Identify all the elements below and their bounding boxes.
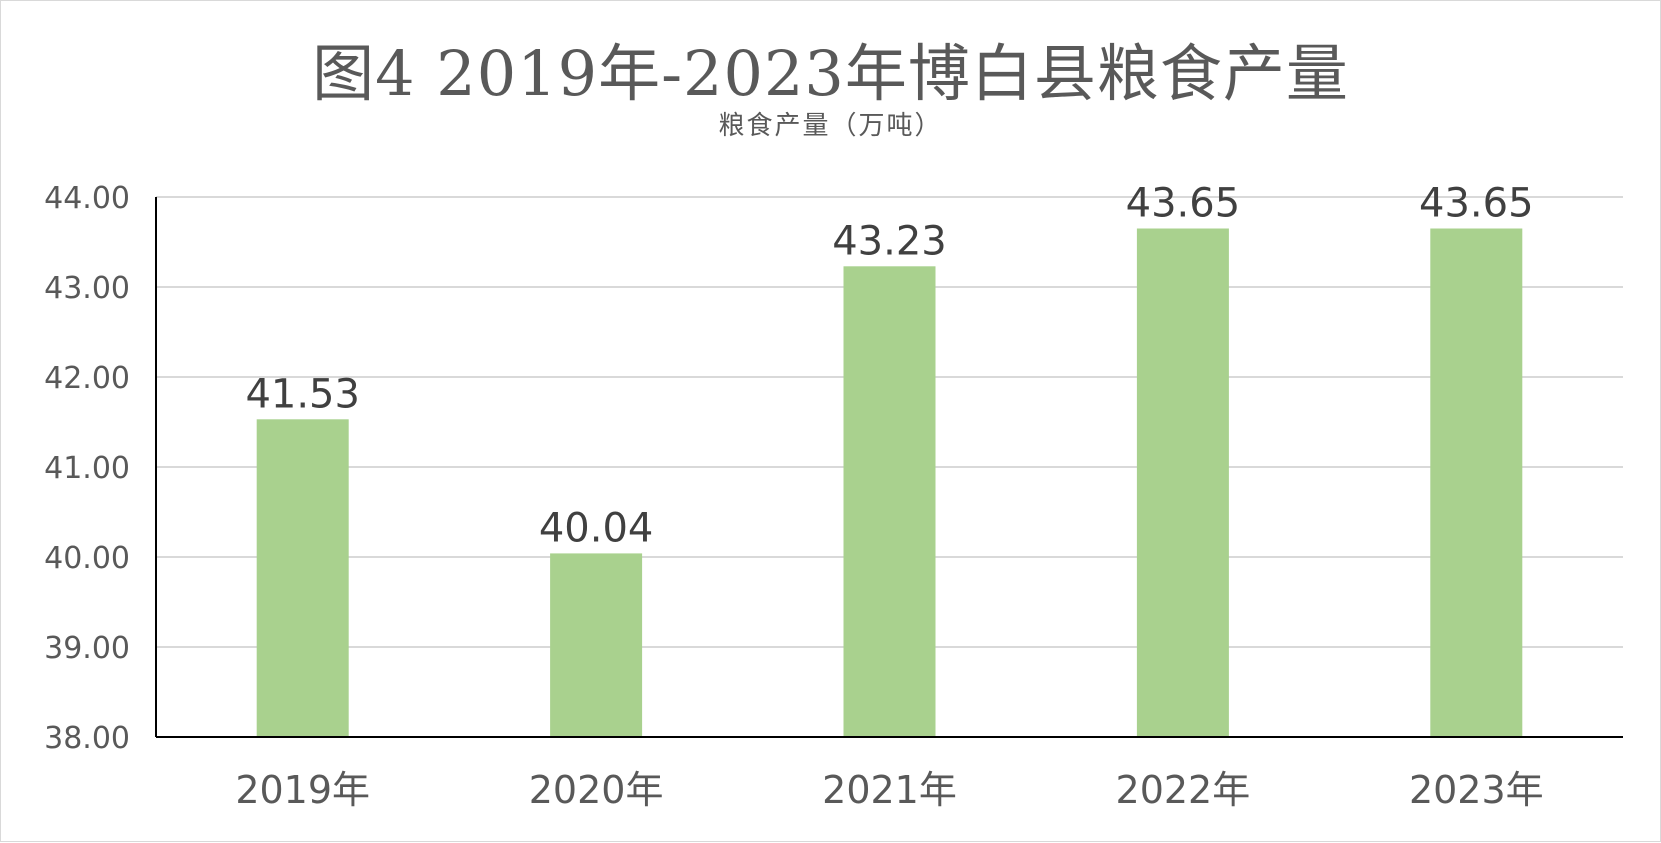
x-tick-label: 2023年 [1409, 768, 1544, 812]
chart-subtitle: 粮食产量（万吨） [718, 111, 943, 141]
x-tick-label: 2021年 [822, 768, 957, 812]
y-tick-label: 44.00 [44, 181, 130, 216]
data-label: 43.23 [832, 218, 947, 264]
y-tick-label: 40.00 [44, 541, 130, 576]
x-tick-label: 2019年 [235, 768, 370, 812]
data-label: 43.65 [1126, 181, 1241, 227]
x-tick-label: 2022年 [1116, 768, 1251, 812]
data-label: 40.04 [539, 505, 654, 551]
bar [1136, 228, 1229, 737]
y-tick-label: 42.00 [44, 361, 130, 396]
bar [843, 266, 936, 737]
bar [1430, 228, 1523, 737]
chart-title: 图4 2019年-2023年博白县粮食产量 [312, 37, 1349, 110]
y-tick-label: 38.00 [44, 721, 130, 756]
x-tick-label: 2020年 [529, 768, 664, 812]
data-label: 43.65 [1419, 181, 1534, 227]
y-tick-label: 39.00 [44, 631, 130, 666]
bar [256, 419, 349, 737]
bar [550, 553, 643, 737]
y-tick-label: 41.00 [44, 451, 130, 486]
data-label: 41.53 [245, 371, 360, 417]
y-tick-label: 43.00 [44, 271, 130, 306]
